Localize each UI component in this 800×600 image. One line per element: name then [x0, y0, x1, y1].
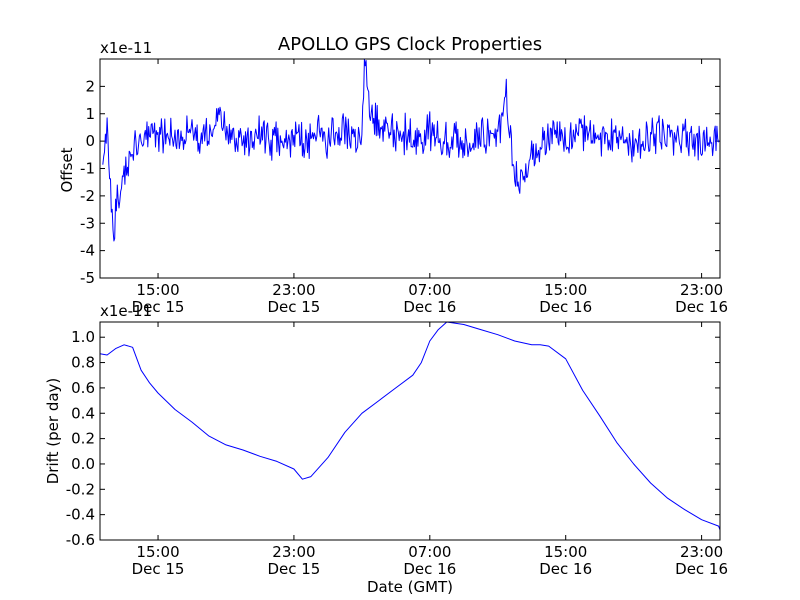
y-tick-label: 1: [85, 105, 95, 123]
x-tick-date-label: Dec 16: [539, 298, 592, 316]
x-tick-time-label: 15:00: [136, 281, 179, 299]
offset-plot-frame: [99, 58, 721, 279]
offset-y-multiplier: x1e-11: [100, 39, 152, 57]
x-tick-date-label: Dec 15: [267, 298, 320, 316]
y-tick-label: -0.2: [66, 480, 95, 498]
x-tick-date-label: Dec 15: [132, 298, 185, 316]
x-tick-time-label: 15:00: [544, 543, 587, 561]
y-tick-label: 0.8: [71, 354, 95, 372]
x-tick-date-label: Dec 15: [132, 560, 185, 578]
drift-y-multiplier: x1e-11: [100, 302, 152, 320]
y-tick-label: -2: [80, 187, 95, 205]
x-tick-date-label: Dec 16: [675, 560, 728, 578]
y-tick-label: -0.4: [66, 506, 95, 524]
x-tick-date-label: Dec 15: [267, 560, 320, 578]
x-tick-time-label: 15:00: [136, 543, 179, 561]
x-tick-time-label: 23:00: [680, 543, 723, 561]
y-tick-label: -5: [80, 269, 95, 287]
drift-series-line: [99, 321, 721, 531]
y-tick-label: 1.0: [71, 328, 95, 346]
x-tick-date-label: Dec 16: [539, 560, 592, 578]
y-tick-label: -4: [80, 242, 95, 260]
drift-y-axis-label: Drift (per day): [44, 378, 62, 485]
drift-panel: x1e-11 Drift (per day) Date (GMT) 1.0 0.8…: [44, 302, 728, 596]
y-tick-label: -0.6: [66, 531, 95, 549]
x-tick-time-label: 07:00: [408, 281, 451, 299]
y-tick-label: 0.0: [71, 455, 95, 473]
offset-series: [102, 58, 720, 242]
x-tick-date-label: Dec 16: [403, 298, 456, 316]
y-tick-label: 0.4: [71, 404, 95, 422]
drift-series: [99, 321, 721, 531]
y-tick-label: 0.2: [71, 430, 95, 448]
x-tick-time-label: 07:00: [408, 543, 451, 561]
offset-y-axis-label: Offset: [58, 147, 76, 192]
x-tick-time-label: 23:00: [272, 281, 315, 299]
offset-series-line: [102, 58, 720, 242]
y-tick-label: -3: [80, 214, 95, 232]
y-tick-label: 0.6: [71, 379, 95, 397]
y-tick-label: 2: [85, 77, 95, 95]
x-tick-time-label: 23:00: [680, 281, 723, 299]
x-tick-date-label: Dec 16: [675, 298, 728, 316]
x-tick-time-label: 23:00: [272, 543, 315, 561]
drift-plot-frame: [99, 321, 721, 541]
y-tick-label: -1: [80, 160, 95, 178]
x-tick-date-label: Dec 16: [403, 560, 456, 578]
y-tick-label: 0: [85, 132, 95, 150]
chart-title: APOLLO GPS Clock Properties: [278, 34, 542, 55]
x-tick-time-label: 15:00: [544, 281, 587, 299]
drift-x-axis-label: Date (GMT): [367, 578, 453, 596]
